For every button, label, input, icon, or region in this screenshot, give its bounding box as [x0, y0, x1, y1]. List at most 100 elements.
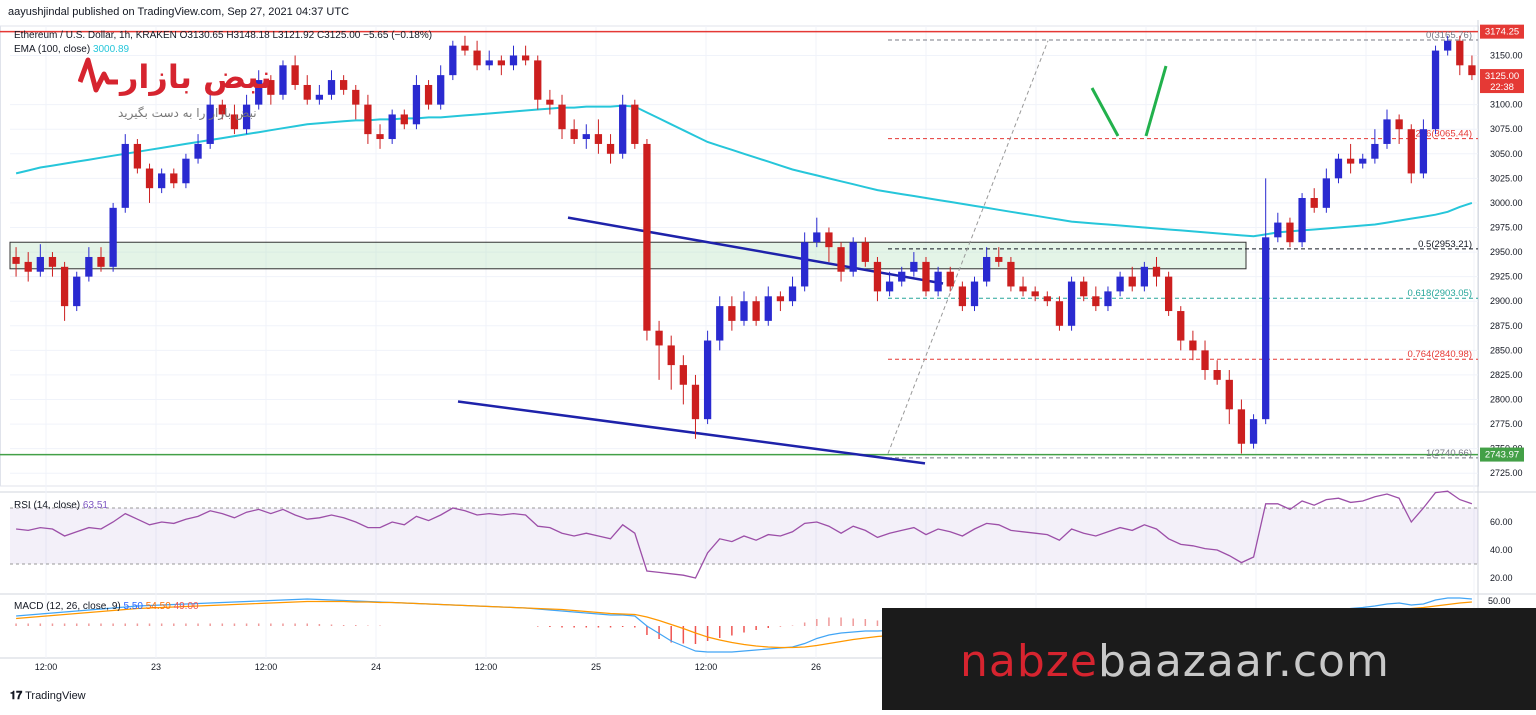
candle-body — [509, 55, 518, 66]
candle-body — [1007, 261, 1015, 287]
candle-body — [764, 296, 772, 321]
candle-body — [1164, 276, 1173, 312]
candle-body — [1298, 198, 1306, 243]
candle-body — [1334, 158, 1343, 179]
candle-body — [1383, 119, 1391, 144]
fib-level-label: 0(3165.76) — [1426, 30, 1472, 41]
candle-body — [73, 276, 81, 307]
candle-body — [1189, 340, 1197, 351]
time-tick-label: 12:00 — [255, 662, 278, 672]
candle-body — [910, 261, 918, 272]
symbol-name: Ethereum / U.S. Dollar, 1h, KRAKEN — [14, 30, 177, 41]
candle-body — [958, 286, 967, 307]
candle-body — [970, 281, 979, 307]
candle-body — [400, 114, 408, 125]
fib-level-label: 0.764(2840.98) — [1408, 349, 1472, 360]
candle-body — [449, 45, 457, 76]
macd-value: 5.50 — [123, 601, 143, 612]
candle-body — [133, 143, 142, 169]
rsi-line — [16, 490, 1473, 579]
candle-body — [849, 242, 857, 272]
watermark-text: nabzebaazaar.com — [960, 636, 1390, 687]
tradingview-footer[interactable]: 𝟏𝟕 TradingView — [10, 690, 86, 702]
candle-body — [1249, 419, 1258, 444]
fib-level-label: 0.618(2903.05) — [1408, 288, 1472, 299]
candle-body — [352, 89, 360, 105]
price-tick-label: 2875.00 — [1490, 321, 1523, 331]
candle-body — [1116, 276, 1124, 292]
price-tick-label: 2975.00 — [1490, 222, 1523, 232]
candle-body — [182, 158, 190, 184]
fib-level-label: 0.5(2953.21) — [1418, 239, 1472, 250]
candle-body — [1019, 286, 1027, 292]
nabzebazaar-logo-icon — [78, 57, 118, 93]
candle-body — [825, 232, 833, 248]
candle-body — [437, 75, 445, 105]
candle-body — [1395, 119, 1403, 130]
candle-body — [1359, 158, 1367, 164]
candle-body — [1177, 311, 1185, 341]
candle-body — [922, 261, 930, 292]
candle-body — [24, 261, 32, 272]
candle-body — [461, 45, 469, 51]
candle-body — [1419, 129, 1428, 174]
fib-level-label: 0.236(3065.44) — [1408, 129, 1472, 140]
candle-body — [898, 271, 906, 282]
candle-body — [934, 271, 942, 292]
published-info: aayushjindal published on TradingView.co… — [8, 6, 350, 18]
candle-body — [861, 242, 869, 262]
candle-body — [837, 247, 845, 272]
candle-body — [364, 104, 372, 135]
candle-body — [521, 55, 530, 61]
candle-body — [1371, 143, 1379, 159]
candle-body — [206, 104, 214, 144]
price-tick-label: 2800.00 — [1490, 395, 1523, 405]
candle-body — [1055, 301, 1064, 326]
candle-body — [619, 104, 627, 154]
candle-body — [1286, 222, 1294, 243]
candle-body — [752, 301, 760, 321]
candle-body — [218, 104, 226, 115]
candle-body — [60, 266, 69, 307]
candle-body — [412, 84, 421, 125]
candle-body — [1322, 178, 1330, 208]
candle-body — [1274, 222, 1282, 238]
candle-body — [1346, 158, 1355, 164]
candle-body — [424, 84, 433, 105]
candle-body — [327, 80, 336, 95]
rsi-label: RSI (14, close) — [14, 500, 81, 511]
candle-body — [267, 80, 275, 95]
candle-body — [291, 65, 299, 85]
candle-body — [1092, 296, 1100, 307]
price-tick-label: 3100.00 — [1490, 100, 1523, 110]
top-level-price-box: 3174.25 — [1485, 27, 1519, 38]
candle-body — [1031, 291, 1039, 297]
candle-body — [631, 104, 639, 144]
rsi-tick-label: 40.00 — [1490, 545, 1513, 555]
price-tick-label: 2900.00 — [1490, 296, 1523, 306]
candle-body — [655, 330, 663, 346]
candle-body — [691, 384, 700, 420]
candle-body — [339, 80, 348, 90]
candle-body — [473, 50, 481, 66]
candle-body — [85, 256, 93, 277]
candle-body — [1225, 379, 1233, 410]
candle-body — [194, 143, 202, 159]
last-price-label: 3125.00 — [1485, 71, 1519, 82]
candle-body — [315, 94, 324, 100]
candle-body — [1043, 296, 1051, 302]
candle-body — [36, 256, 44, 272]
candle-body — [1152, 266, 1161, 277]
ema-100-line — [15, 104, 1473, 238]
candle-body — [1431, 50, 1440, 130]
time-tick-label: 25 — [591, 662, 601, 672]
low-level-price-box: 2743.97 — [1485, 450, 1519, 461]
candle-body — [873, 261, 882, 292]
candle-body — [594, 134, 603, 144]
candle-body — [497, 60, 505, 66]
price-tick-label: 3150.00 — [1490, 50, 1523, 60]
candle-body — [1262, 237, 1270, 420]
price-tick-label: 2850.00 — [1490, 345, 1523, 355]
candle-body — [279, 65, 287, 95]
